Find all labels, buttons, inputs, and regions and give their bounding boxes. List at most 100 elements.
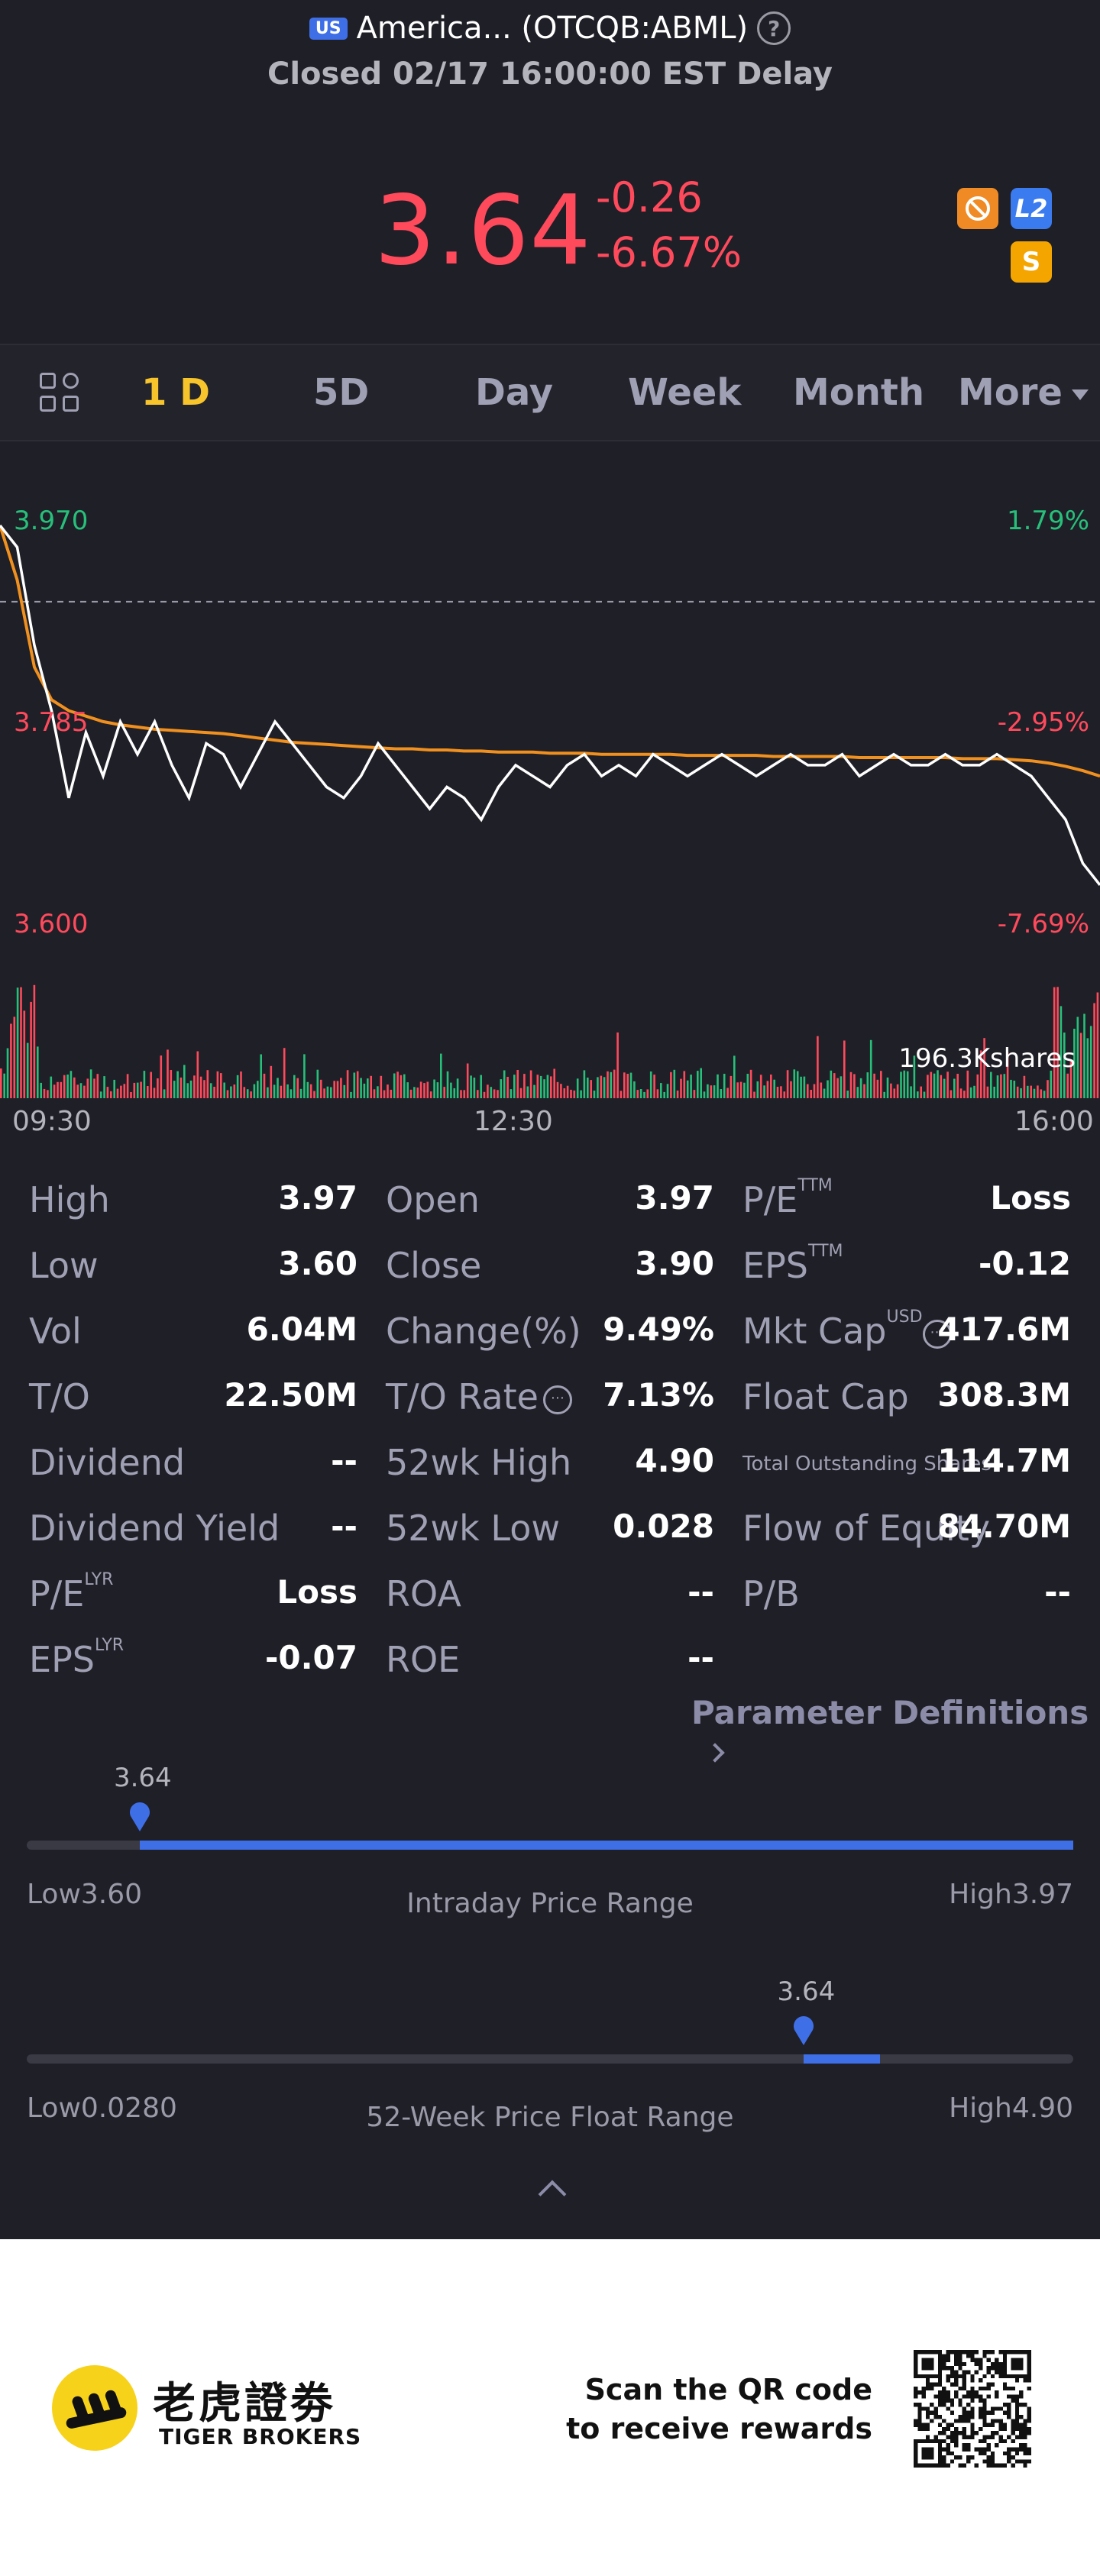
volume-bar [649,1071,652,1098]
tab-more[interactable]: More [958,371,1089,414]
volume-bar [1079,1033,1082,1098]
stat-label-sup: LYR [95,1636,125,1655]
volume-bar [356,1071,359,1098]
volume-bar [653,1075,655,1098]
dollar-icon[interactable]: S [1011,241,1052,283]
volume-bar [680,1078,682,1098]
y-tick-mid: 3.785 [14,707,89,738]
stat-label: Change(%) [386,1311,581,1352]
volume-bar [533,1084,535,1098]
volume-bar [1050,1070,1053,1098]
range-low: Low0.0280 [27,2093,177,2124]
tab-month[interactable]: Month [793,371,925,414]
volume-bar [900,1071,902,1098]
volume-bar [120,1085,122,1098]
volume-bar [89,1069,92,1098]
volume-bar [983,1038,985,1098]
volume-bar [913,1055,916,1098]
volume-bar [76,1084,79,1098]
volume-bar [827,1080,829,1098]
volume-bar [570,1089,572,1098]
volume-bar [746,1074,749,1098]
volume-bar [346,1070,349,1098]
scan-line-1: Scan the QR code [584,2373,872,2406]
collapse-chevron-up-icon[interactable] [538,2180,567,2209]
volume-bar [930,1071,933,1098]
parameter-definitions-link[interactable]: Parameter Definitions [691,1694,1100,1769]
volume-bar [840,1076,843,1098]
volume-bar [726,1088,729,1098]
stat-label: High [29,1179,110,1220]
range-track [27,2054,1073,2064]
tab-week[interactable]: Week [628,371,742,414]
volume-bar [157,1078,159,1098]
stat-label-sup: TTM [808,1242,843,1261]
volume-bar [529,1070,532,1098]
stat-value: 3.90 [635,1245,714,1282]
market-badge: US [309,17,348,40]
volume-bar [820,1082,823,1098]
volume-bar [853,1074,856,1098]
stock-title[interactable]: America... (OTCQB:ABML) [356,11,749,46]
volume-bar [336,1081,339,1098]
stat-label: Vol [29,1311,82,1352]
volume-bar [433,1079,435,1098]
volume-bar [483,1091,486,1098]
volume-bar [1047,1080,1049,1098]
stat-value: 6.04M [246,1311,358,1348]
volume-bar [323,1088,325,1098]
volume-bar [150,1071,152,1098]
volume-bar [743,1082,746,1098]
help-icon[interactable]: ? [757,11,791,45]
grid-layout-icon[interactable] [40,373,81,414]
volume-bar [160,1055,163,1098]
volume-bar [636,1090,639,1098]
volume-bar [859,1078,862,1098]
volume-bar [230,1086,232,1098]
y-tick-high: 3.970 [14,506,89,536]
volume-bar [116,1088,119,1098]
volume-bar [206,1070,209,1098]
stat-label: P/ELYR [29,1570,113,1614]
range-low-value: 0.0280 [80,2093,177,2124]
stat-turnover: T/O 22.50M [29,1376,358,1442]
volume-bar [16,987,19,1098]
stat-label: P/B [742,1573,800,1614]
tab-1d[interactable]: 1 D [141,371,210,414]
stat-label: Open [386,1179,480,1220]
tab-day[interactable]: Day [475,371,554,414]
stat-roa: ROA -- [386,1573,714,1639]
volume-bar [167,1049,169,1098]
stat-label-text: P/E [29,1573,85,1614]
volume-bar [756,1081,759,1098]
volume-bar [903,1070,906,1098]
volume-bar [1056,987,1059,1098]
info-icon[interactable]: ⋯ [922,1319,952,1349]
volume-bar [99,1091,102,1098]
qr-code-icon[interactable] [914,2350,1031,2468]
volume-bar [673,1069,676,1098]
week52-range-title: 52-Week Price Float Range [366,2102,734,2133]
intraday-chart[interactable]: 3.970 3.785 3.600 1.79% -2.95% -7.69% 19… [0,443,1100,1138]
volume-bar [500,1079,503,1098]
stat-value: 84.70M [937,1508,1071,1545]
volume-bar [326,1086,329,1098]
volume-bar [453,1088,456,1098]
no-short-icon[interactable] [957,188,998,229]
volume-bar [86,1078,89,1098]
tab-5d[interactable]: 5D [313,371,370,414]
volume-bar [1053,987,1056,1098]
volume-bar [1060,1006,1063,1098]
range-fill [803,2054,880,2064]
level2-icon[interactable]: L2 [1011,188,1052,229]
volume-bar [690,1075,692,1098]
volume-bar [539,1075,542,1098]
volume-bar [136,1082,139,1098]
volume-bar [817,1036,819,1098]
stat-label-text: P/E [742,1179,798,1220]
volume-bar [487,1084,489,1098]
volume-bar [519,1088,522,1098]
stat-label: T/O [29,1376,90,1417]
volume-bar [473,1078,476,1098]
info-icon[interactable]: ⋯ [542,1385,572,1414]
